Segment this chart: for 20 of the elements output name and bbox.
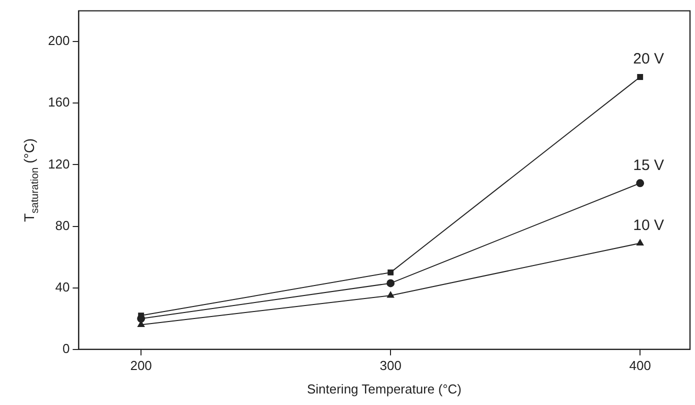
series-label: 20 V [633, 50, 664, 68]
y-tick-label: 200 [48, 33, 70, 48]
x-axis-title: Sintering Temperature (°C) [306, 382, 462, 397]
y-tick-label: 0 [62, 340, 70, 356]
x-tick-label: 400 [629, 358, 651, 373]
y-axis-title: Tsaturation (°C) [20, 138, 41, 222]
x-tick-label: 300 [380, 358, 402, 373]
y-tick-label: 120 [48, 156, 70, 172]
x-tick-label: 200 [130, 358, 152, 373]
point [386, 279, 395, 288]
series-label: 10 V [633, 216, 664, 234]
y-tick-label: 40 [55, 279, 70, 294]
y-tick-label: 160 [48, 94, 70, 110]
point [636, 179, 644, 188]
point [387, 292, 394, 298]
point [388, 269, 394, 276]
point [637, 74, 644, 80]
series-label: 15 V [633, 156, 664, 174]
y-tick-label: 80 [55, 218, 70, 233]
point [636, 239, 644, 246]
